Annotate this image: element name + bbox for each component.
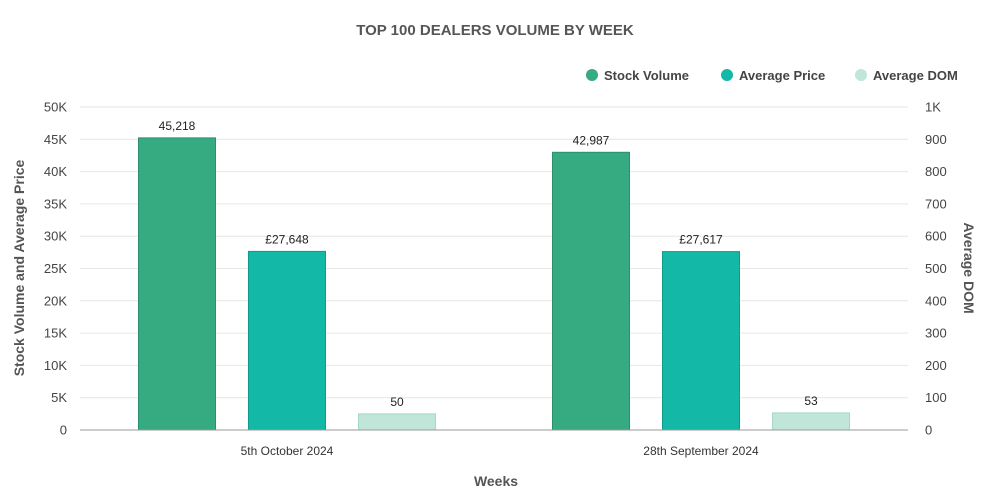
category-labels: 5th October 2024 28th September 2024 [241,444,759,458]
y-tick-label: 15K [44,326,67,341]
y-tick-label: 30K [44,229,67,244]
y-tick-label: 40K [44,164,67,179]
legend: Stock Volume Average Price Average DOM [586,68,958,83]
y2-axis-title: Average DOM [961,222,977,313]
legend-item-average-dom[interactable]: Average DOM [855,68,958,83]
data-labels: 45,218 £27,648 50 42,987 £27,617 53 [159,119,818,409]
y-axis-title: Stock Volume and Average Price [11,160,27,377]
y2-tick-label: 500 [925,261,947,276]
legend-label: Average DOM [873,68,958,83]
average-dom-bar [358,413,436,431]
stock-volume-data-label: 45,218 [159,119,196,133]
legend-label: Average Price [739,68,825,83]
y2-tick-label: 0 [925,423,932,438]
average-price-bar [248,250,326,431]
category-label: 28th September 2024 [643,444,759,458]
y-tick-label: 50K [44,100,67,115]
legend-item-average-price[interactable]: Average Price [721,68,825,83]
y2-tick-label: 100 [925,390,947,405]
y2-tick-label: 600 [925,229,947,244]
gridlines [80,106,908,399]
legend-swatch [721,69,733,81]
legend-swatch [586,69,598,81]
average-price-data-label: £27,648 [265,232,309,246]
average-price-bar [662,251,740,431]
legend-item-stock-volume[interactable]: Stock Volume [586,68,689,83]
legend-label: Stock Volume [604,68,689,83]
stock-volume-bar [552,151,630,431]
y-tick-label: 20K [44,293,67,308]
y-tick-label: 10K [44,358,67,373]
y-tick-label: 0 [60,423,67,438]
left-axis-ticks: 0 5K 10K 15K 20K 25K 30K 35K 40K 45K 50K [44,100,67,438]
average-dom-data-label: 50 [390,395,404,409]
y2-tick-label: 1K [925,100,941,115]
y2-tick-label: 400 [925,293,947,308]
y2-tick-label: 700 [925,196,947,211]
category-label: 5th October 2024 [241,444,334,458]
stock-volume-data-label: 42,987 [573,133,610,147]
y-tick-label: 5K [51,390,67,405]
right-axis-ticks: 0 100 200 300 400 500 600 700 800 900 1K [925,100,947,438]
y2-tick-label: 800 [925,164,947,179]
y2-tick-label: 200 [925,358,947,373]
x-axis-title: Weeks [474,473,518,489]
stock-volume-bar [138,137,216,431]
average-dom-data-label: 53 [804,394,818,408]
y-tick-label: 25K [44,261,67,276]
y-tick-label: 45K [44,132,67,147]
bars [138,137,850,431]
y-tick-label: 35K [44,196,67,211]
average-price-data-label: £27,617 [679,233,723,247]
chart-title: TOP 100 DEALERS VOLUME BY WEEK [356,22,634,39]
average-dom-bar [772,412,850,431]
y2-tick-label: 300 [925,326,947,341]
legend-swatch [855,69,867,81]
y2-tick-label: 900 [925,132,947,147]
